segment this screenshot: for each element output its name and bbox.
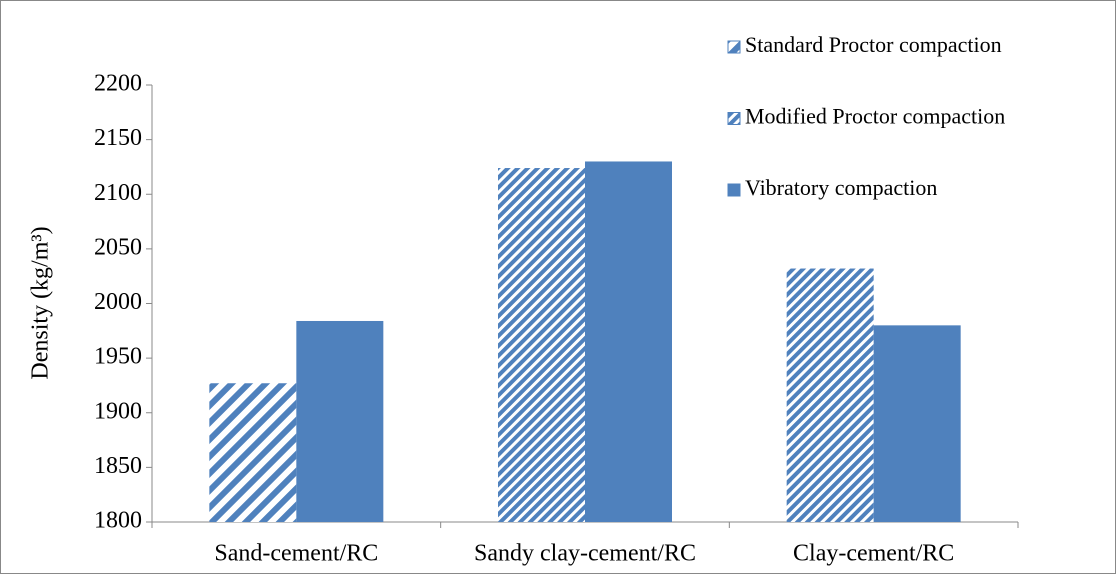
y-tick-label: 2000 <box>94 289 142 315</box>
y-tick-label: 2150 <box>94 125 142 151</box>
legend-swatch <box>727 112 741 125</box>
bar <box>585 161 672 522</box>
bar <box>786 268 874 522</box>
x-tick-label: Clay-cement/RC <box>793 541 954 567</box>
y-tick-label: 1950 <box>94 344 142 370</box>
y-tick-label: 1900 <box>94 398 142 424</box>
y-tick-label: 2100 <box>94 180 142 206</box>
y-tick-label: 2050 <box>94 234 142 260</box>
legend-label: Modified Proctor compaction <box>745 104 1005 129</box>
legend-label: Standard Proctor compaction <box>745 32 1002 57</box>
legend-swatch <box>727 183 741 197</box>
bar <box>498 168 585 522</box>
y-axis-label: Density (kg/m³) <box>28 226 54 379</box>
bar <box>873 325 961 522</box>
bar <box>209 383 297 522</box>
y-tick-label: 2200 <box>94 71 142 97</box>
y-tick-label: 1800 <box>94 508 142 534</box>
legend-label: Vibratory compaction <box>745 175 937 200</box>
legend-swatch <box>727 40 741 54</box>
bar <box>296 320 384 522</box>
x-tick-label: Sand-cement/RC <box>214 541 378 567</box>
x-tick-label: Sandy clay-cement/RC <box>474 541 696 567</box>
y-tick-label: 1850 <box>94 453 142 479</box>
